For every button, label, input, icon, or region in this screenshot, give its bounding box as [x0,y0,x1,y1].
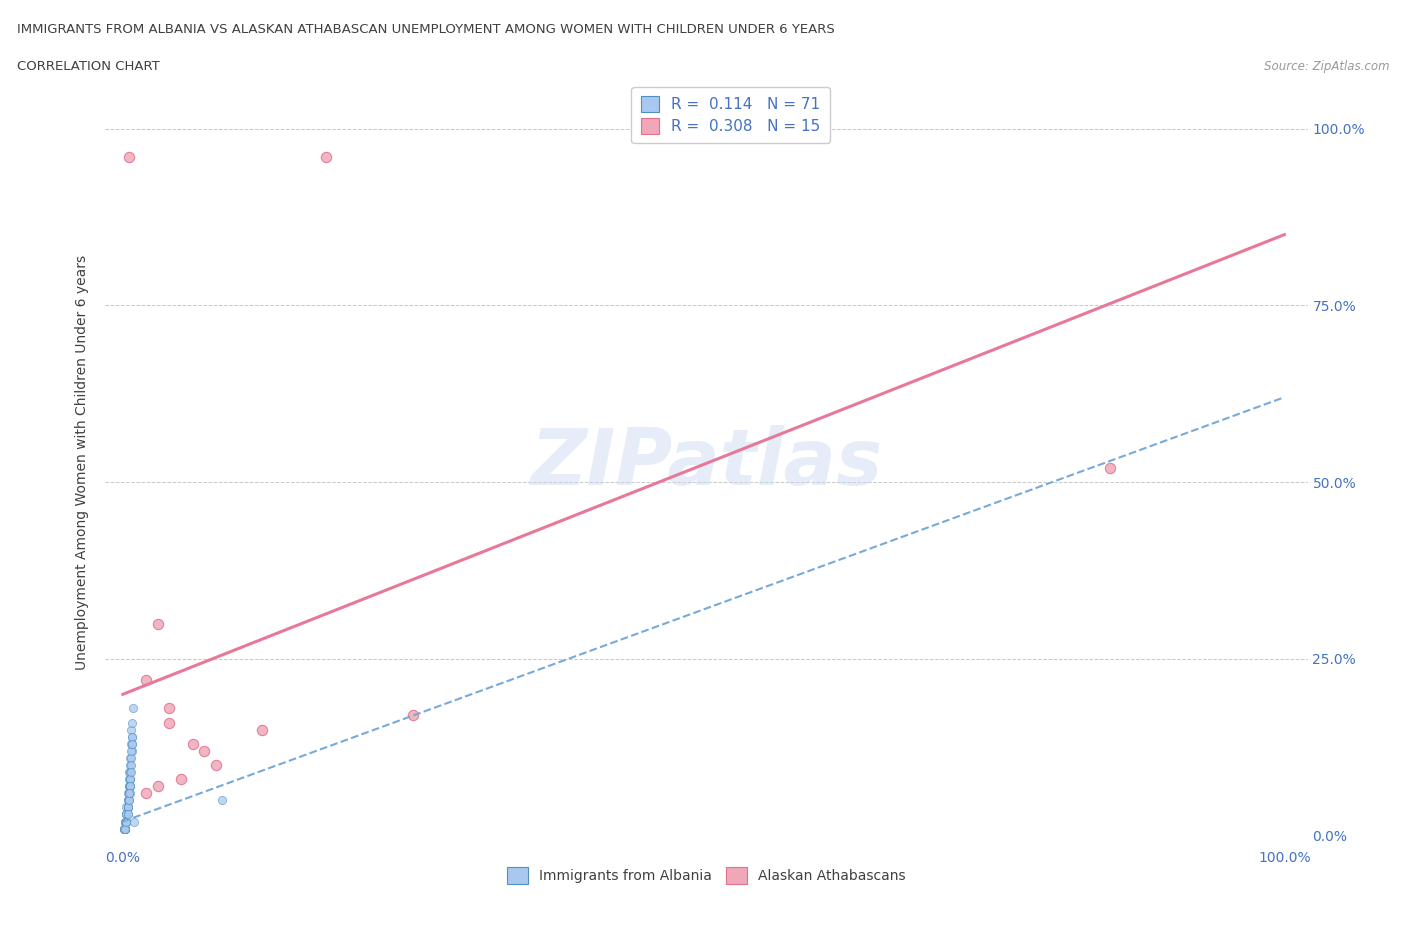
Point [112,821,135,836]
Point [118,772,141,787]
Point [117,800,139,815]
Point [114,821,136,836]
Point [117,786,139,801]
Point [121,715,143,730]
Point [117,807,139,822]
Point [115,807,138,822]
Point [120,764,142,779]
Text: CORRELATION CHART: CORRELATION CHART [17,60,160,73]
Point [117,807,139,822]
Point [114,821,136,836]
Point [118,764,141,779]
Point [115,814,138,829]
Point [118,772,141,787]
Point [157,701,180,716]
Point [124,814,146,829]
Point [118,758,141,773]
Point [122,701,145,716]
Point [121,743,143,758]
Point [118,786,141,801]
Point [193,743,215,758]
Point [1099,460,1122,475]
Point [118,150,141,165]
Point [118,786,141,801]
Point [120,723,142,737]
Point [118,778,141,793]
Point [118,772,141,787]
Point [117,800,139,815]
Point [135,786,157,801]
Y-axis label: Unemployment Among Women with Children Under 6 years: Unemployment Among Women with Children U… [76,255,90,671]
Point [115,814,138,829]
Point [118,786,141,801]
Point [121,729,143,744]
Point [170,772,193,787]
Point [118,778,141,793]
Point [115,807,138,822]
Point [118,751,141,765]
Point [121,737,143,751]
Point [211,793,233,808]
Point [121,737,143,751]
Point [118,786,141,801]
Point [114,821,136,836]
Point [121,729,143,744]
Point [115,807,138,822]
Point [118,764,141,779]
Point [118,786,141,801]
Point [118,793,141,808]
Point [114,814,136,829]
Point [146,616,169,631]
Point [114,814,136,829]
Point [112,821,135,836]
Point [120,758,142,773]
Point [120,737,142,751]
Point [118,778,141,793]
Point [315,150,337,165]
Point [115,800,138,815]
Point [252,723,274,737]
Point [117,800,139,815]
Point [118,786,141,801]
Point [117,793,139,808]
Point [115,814,138,829]
Point [117,793,139,808]
Point [115,814,138,829]
Point [117,800,139,815]
Point [118,778,141,793]
Point [114,821,136,836]
Point [117,800,139,815]
Point [157,715,180,730]
Point [120,743,142,758]
Point [114,821,136,836]
Point [114,821,136,836]
Point [204,758,226,773]
Point [135,672,157,687]
Point [115,814,138,829]
Point [118,778,141,793]
Text: ZIPatlas: ZIPatlas [530,425,883,500]
Point [118,772,141,787]
Text: IMMIGRANTS FROM ALBANIA VS ALASKAN ATHABASCAN UNEMPLOYMENT AMONG WOMEN WITH CHIL: IMMIGRANTS FROM ALBANIA VS ALASKAN ATHAB… [17,23,835,36]
Point [402,708,425,723]
Point [112,821,135,836]
Point [114,821,136,836]
Text: Source: ZipAtlas.com: Source: ZipAtlas.com [1264,60,1389,73]
Point [181,737,204,751]
Point [120,751,142,765]
Point [118,793,141,808]
Point [114,821,136,836]
Legend: Immigrants from Albania, Alaskan Athabascans: Immigrants from Albania, Alaskan Athabas… [502,861,911,889]
Point [115,814,138,829]
Point [112,821,135,836]
Point [115,814,138,829]
Point [146,778,169,793]
